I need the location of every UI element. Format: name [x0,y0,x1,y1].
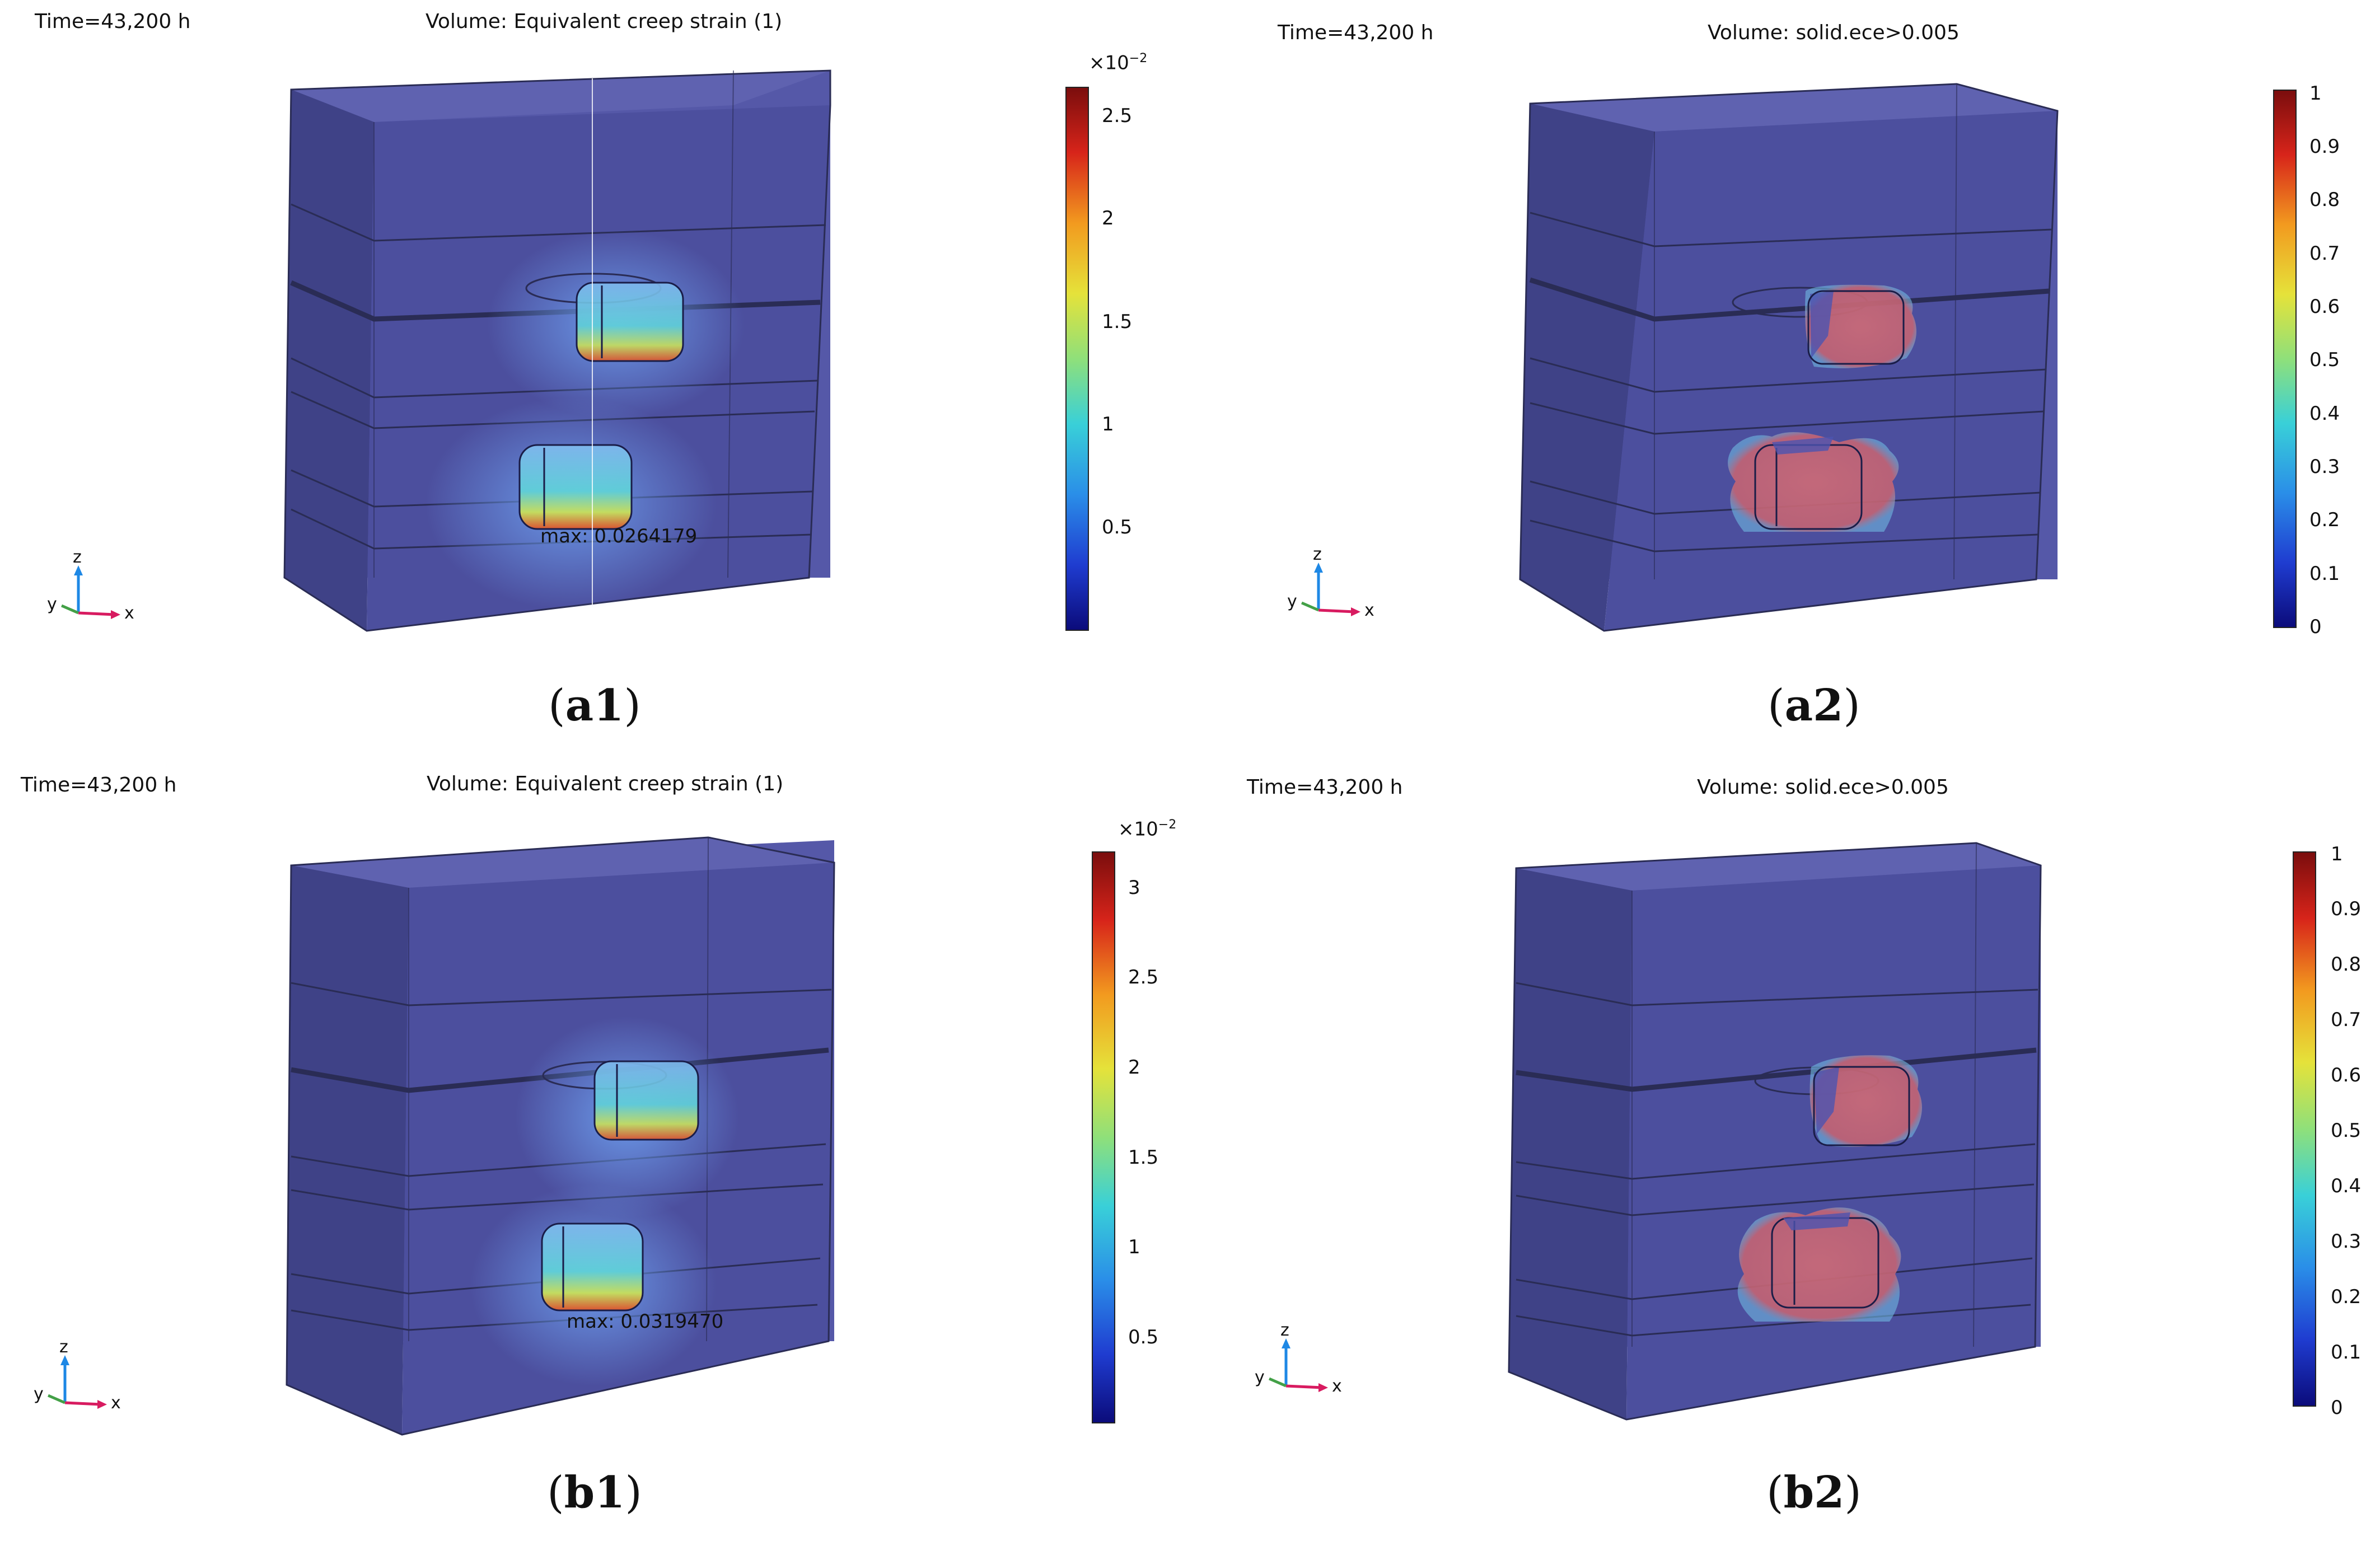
axis-z-label: z [1313,545,1322,564]
axis-x-label: x [111,1393,121,1413]
axis-y-label: y [34,1384,44,1404]
block-geometry [283,69,831,632]
colorbar-tick: 0.4 [2331,1175,2362,1197]
colorbar-tick: 0.2 [2309,509,2340,531]
colorbar-tick: 0.6 [2331,1064,2362,1086]
colorbar-tick: 1 [1128,1236,1140,1258]
panel-b2: Time=43,200 h Volume: solid.ece>0.005 1 … [1190,770,2379,1540]
time-label: Time=43,200 h [1247,776,1403,799]
axis-y-label: y [47,594,57,614]
colorbar-tick: 0.1 [2331,1341,2362,1364]
colorbar-scale: ×10−2 [1089,51,1147,74]
colorbar-tick: 1 [2309,82,2322,105]
panel-a1: Time=43,200 h Volume: Equivalent creep s… [0,0,1190,770]
time-label: Time=43,200 h [1278,21,1434,44]
axis-z-label: z [1280,1320,1289,1340]
colorbar-tick: 0.8 [2331,953,2362,976]
colorbar-tick: 0.1 [2309,563,2340,585]
colorbar-tick: 2 [1102,207,1114,229]
colorbar-tick: 0.5 [2309,349,2340,371]
volume-label: Volume: solid.ece>0.005 [1708,21,1960,44]
colorbar-tick: 2.5 [1102,105,1133,127]
panel-caption: (a1) [548,680,641,731]
colorbar-tick: 0.7 [2309,242,2340,265]
volume-label: Volume: Equivalent creep strain (1) [427,772,784,795]
colorbar-tick: 0.8 [2309,189,2340,211]
colorbar-tick: 2 [1128,1056,1140,1079]
colorbar-tick: 0.9 [2331,898,2362,920]
axis-triad: z y x [1252,1320,1364,1417]
axis-x-label: x [124,603,134,623]
block-geometry [1519,83,2059,632]
axis-z-label: z [59,1337,68,1357]
panel-b1: Time=43,200 h Volume: Equivalent creep s… [0,770,1190,1540]
colorbar-tick: 3 [1128,877,1140,899]
max-value-label: max: 0.0319470 [567,1310,724,1333]
colorbar-tick: 2.5 [1128,966,1159,989]
colorbar-tick: 0.5 [1128,1326,1159,1348]
colorbar-tick: 0.6 [2309,296,2340,318]
colorbar-tick: 1 [1102,413,1114,435]
caption-letters: b2 [1783,1467,1845,1518]
colorbar-tick: 0.3 [2331,1230,2362,1253]
colorbar-scale-exponent: −2 [1129,51,1148,65]
caption-letters: a2 [1784,680,1844,731]
colorbar-tick: 0.7 [2331,1009,2362,1031]
colorbar-tick: 0.4 [2309,402,2340,425]
block-geometry [1508,842,2042,1421]
colorbar-tick: 1 [2331,843,2343,865]
colorbar [1092,851,1115,1423]
colorbar-tick: 1.5 [1102,311,1133,333]
max-value-label: max: 0.0264179 [540,525,698,547]
time-label: Time=43,200 h [35,10,191,33]
colorbar-tick: 0.3 [2309,456,2340,478]
time-label: Time=43,200 h [21,774,177,797]
colorbar-tick: 0.9 [2309,135,2340,158]
block-geometry [286,836,835,1436]
colorbar [1065,87,1089,631]
colorbar-scale: ×10−2 [1118,818,1176,840]
axis-x-label: x [1364,601,1374,620]
panel-caption: (b2) [1766,1467,1862,1518]
colorbar-scale-exponent: −2 [1158,818,1177,832]
colorbar-scale-base: ×10 [1118,818,1158,841]
colorbar-tick: 0.5 [2331,1120,2362,1142]
colorbar [2273,90,2297,628]
caption-letters: b1 [564,1467,625,1518]
colorbar [2293,851,2316,1407]
axis-triad: z y x [1285,545,1397,641]
axis-triad: z y x [45,547,157,644]
axis-z-label: z [73,547,82,567]
colorbar-tick: 0.5 [1102,516,1133,538]
axis-x-label: x [1332,1376,1342,1396]
axis-triad: z y x [31,1337,143,1434]
panel-a2: Time=43,200 h Volume: solid.ece>0.005 1 … [1190,0,2379,770]
volume-label: Volume: Equivalent creep strain (1) [425,10,783,33]
panel-caption: (b1) [547,1467,642,1518]
axis-y-label: y [1255,1367,1265,1387]
panel-caption: (a2) [1768,680,1860,731]
axis-y-label: y [1287,592,1297,611]
colorbar-tick: 0.2 [2331,1286,2362,1308]
colorbar-scale-base: ×10 [1089,51,1129,74]
colorbar-tick: 0 [2331,1397,2343,1419]
volume-label: Volume: solid.ece>0.005 [1697,776,1949,799]
caption-letters: a1 [565,680,624,731]
colorbar-tick: 1.5 [1128,1146,1159,1169]
colorbar-tick: 0 [2309,616,2322,638]
